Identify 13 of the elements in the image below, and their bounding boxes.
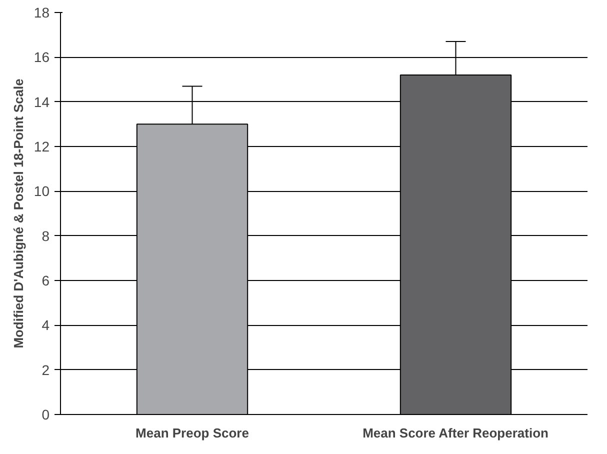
y-tick-label: 8: [42, 228, 50, 244]
y-tick-label: 16: [34, 49, 50, 66]
y-axis-title: Modified D'Aubigné & Postel 18-Point Scale: [10, 78, 26, 348]
y-tick-label: 18: [34, 4, 50, 20]
y-tick-label: 2: [42, 362, 50, 378]
y-tick-label: 12: [34, 138, 50, 154]
x-tick-label: Mean Score After Reoperation: [362, 426, 549, 440]
y-tick-label: 0: [42, 406, 50, 422]
y-tick-label: 4: [42, 317, 50, 334]
y-tick-label: 6: [42, 272, 50, 288]
x-tick-label: Mean Preop Score: [136, 426, 249, 440]
y-tick-label: 14: [34, 94, 50, 110]
y-tick-label: 10: [34, 183, 50, 200]
